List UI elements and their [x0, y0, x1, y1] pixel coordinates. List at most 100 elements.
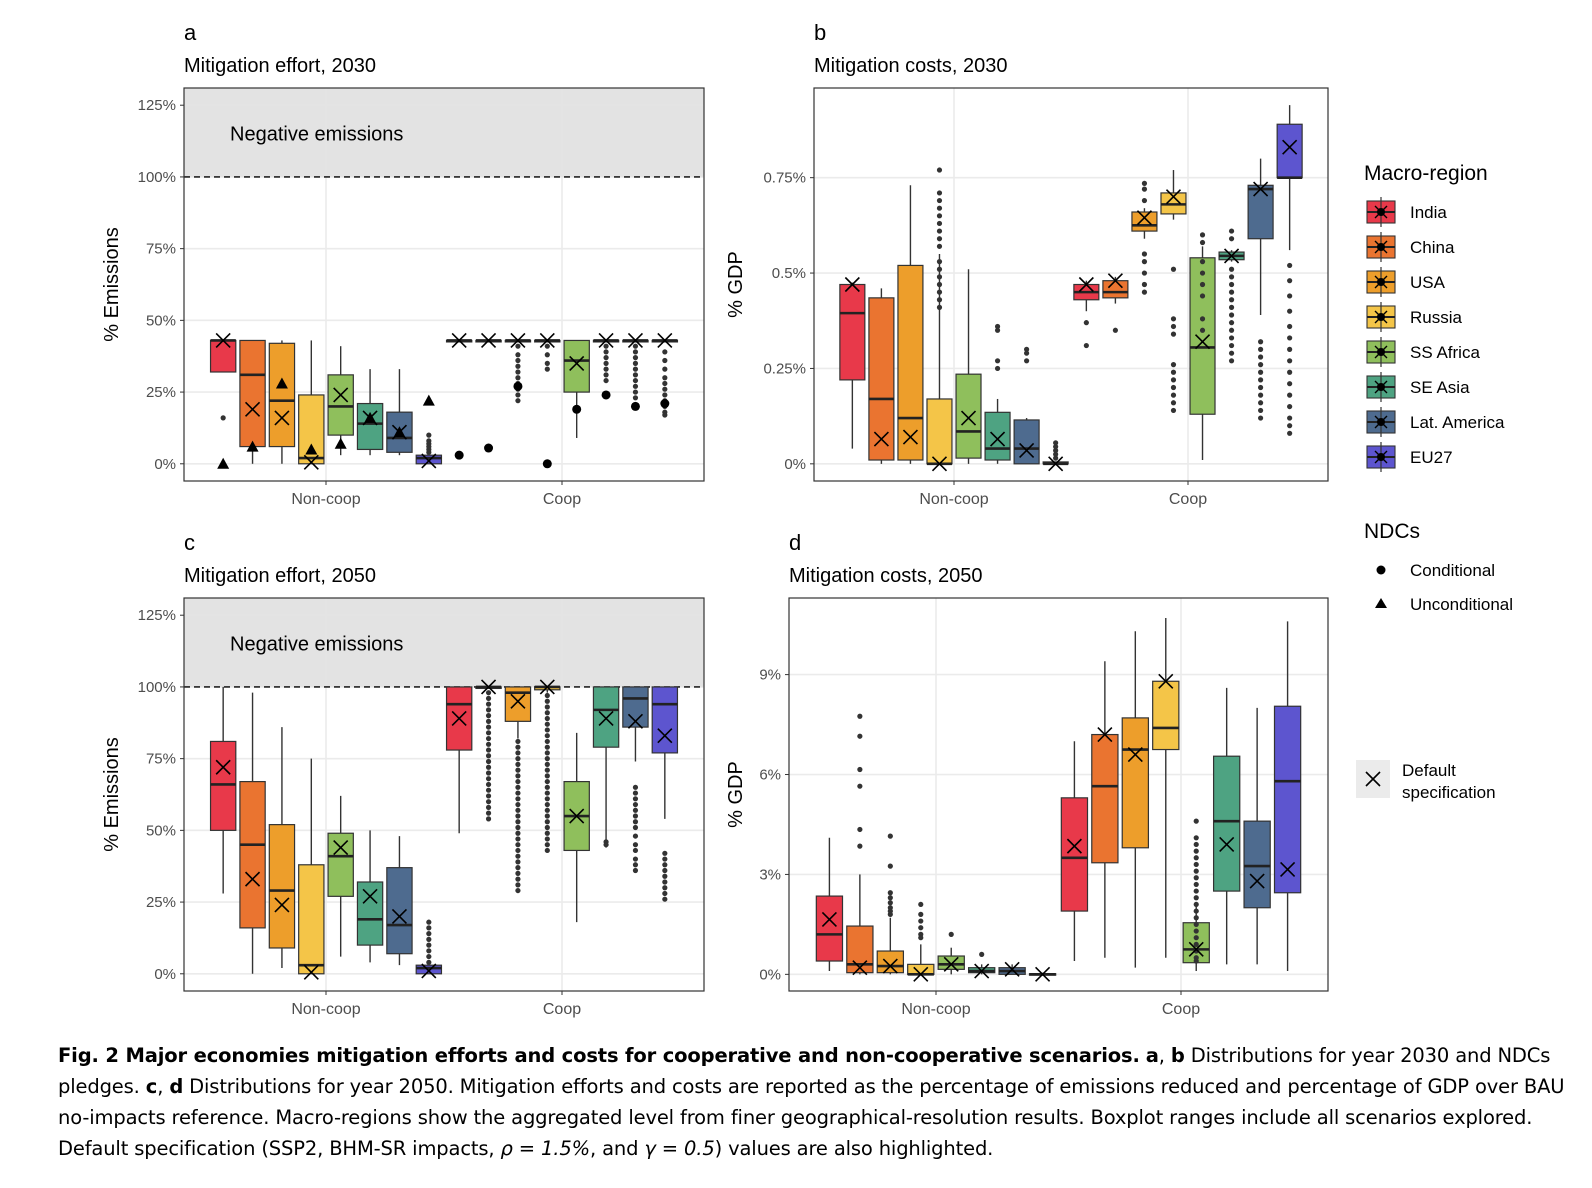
outlier-point [1258, 369, 1264, 375]
outlier-point [1287, 369, 1293, 375]
legend-title-ndcs: NDCs [1364, 520, 1420, 543]
outlier-point [887, 890, 893, 896]
caption-sep-1: , [1158, 1044, 1171, 1067]
y-axis-label: % Emissions [101, 227, 123, 341]
box-india-coop [445, 332, 473, 460]
panel-letter: a [184, 20, 197, 45]
box-russia-coop [534, 332, 561, 469]
outlier-point [994, 323, 1001, 330]
outlier-point [632, 833, 639, 839]
box-russia-coop [1160, 170, 1187, 414]
box-eu27-coop [1276, 105, 1303, 436]
outlier-point [1193, 908, 1199, 914]
box-se-asia-coop [1212, 687, 1241, 965]
box-lat-america-coop [1247, 158, 1274, 421]
outlier-point [485, 764, 492, 770]
panel-title: Mitigation costs, 2050 [789, 565, 982, 587]
outlier-point [544, 790, 550, 796]
outlier-point [1199, 327, 1206, 333]
box-se-asia-coop [592, 686, 620, 848]
outlier-point [857, 783, 863, 789]
outlier-point [936, 297, 943, 303]
y-tick-label: 50% [146, 312, 176, 329]
box-russia-coop [1152, 617, 1180, 958]
outlier-point [918, 918, 924, 924]
outlier-point [544, 721, 550, 727]
box [1091, 733, 1119, 864]
box [876, 950, 905, 974]
outlier-point [1170, 266, 1177, 272]
outlier-point [1193, 921, 1199, 927]
ndc-conditional-marker [484, 443, 494, 453]
outlier-point [662, 366, 668, 372]
outlier-point [1170, 362, 1177, 368]
box [563, 339, 590, 393]
outlier-point [515, 882, 521, 888]
default-cross [974, 963, 990, 979]
legend-cross [1374, 380, 1388, 394]
outlier-point [632, 862, 639, 868]
box-lat-america-coop [622, 332, 649, 411]
panel-title: Mitigation costs, 2030 [814, 55, 1007, 77]
default-cross [1219, 836, 1235, 853]
outlier-point [515, 761, 521, 767]
default-cross [421, 963, 437, 979]
box [298, 864, 325, 975]
default-cross [960, 410, 977, 426]
outlier-point [1287, 423, 1293, 429]
y-tick-label: 75% [146, 241, 176, 258]
outlier-point [426, 942, 432, 948]
outlier-point [632, 856, 639, 862]
outlier-point [426, 948, 432, 954]
outlier-point [485, 787, 492, 793]
outlier-point [1112, 327, 1118, 333]
outlier-point [544, 842, 550, 848]
outlier-point [1287, 415, 1293, 421]
outlier-point [515, 819, 521, 825]
outlier-point [485, 804, 492, 811]
box [839, 283, 866, 381]
box [1212, 755, 1241, 892]
legend-conditional-label: Conditional [1410, 561, 1495, 580]
outlier-point [544, 727, 550, 733]
outlier-point [936, 259, 943, 265]
outlier-point [515, 369, 521, 375]
outlier-point [485, 695, 492, 702]
outlier-point [485, 747, 492, 753]
outlier-point [515, 738, 521, 745]
box-se-asia-non-coop [967, 951, 996, 979]
outlier-point [544, 807, 550, 813]
outlier-point [857, 713, 863, 719]
outlier-point [544, 360, 550, 366]
outlier-point [515, 343, 521, 349]
box [592, 686, 620, 748]
box-lat-america-non-coop [386, 369, 413, 456]
box [846, 925, 874, 974]
outlier-point [918, 901, 924, 908]
outlier-point [544, 761, 550, 767]
negative-emissions-label: Negative emissions [230, 123, 403, 145]
outlier-point [485, 713, 492, 719]
legend-cross [1374, 450, 1388, 464]
outlier-point [426, 959, 432, 965]
box-ss-africa-coop [563, 732, 590, 923]
legend: Macro-region India China USA Russia SS Afric… [1356, 162, 1513, 802]
ndc-conditional-marker [454, 450, 464, 460]
outlier-point [515, 784, 521, 790]
default-cross [244, 871, 261, 887]
outlier-point [603, 343, 609, 349]
outlier-point [1228, 327, 1235, 333]
outlier-point [1287, 323, 1293, 330]
outlier-point [662, 412, 668, 418]
outlier-point [1287, 335, 1293, 341]
y-tick-label: 0.25% [763, 360, 806, 377]
outlier-point [632, 355, 639, 361]
outlier-point [1287, 308, 1293, 314]
legend-title-macro-region: Macro-region [1364, 162, 1488, 185]
legend-lat-america: Lat. America [1366, 407, 1505, 437]
box-india-non-coop [815, 837, 844, 972]
box-russia-coop [534, 679, 561, 854]
outlier-point [1024, 350, 1030, 356]
outlier-point [887, 833, 893, 839]
box-china-non-coop [239, 692, 266, 974]
